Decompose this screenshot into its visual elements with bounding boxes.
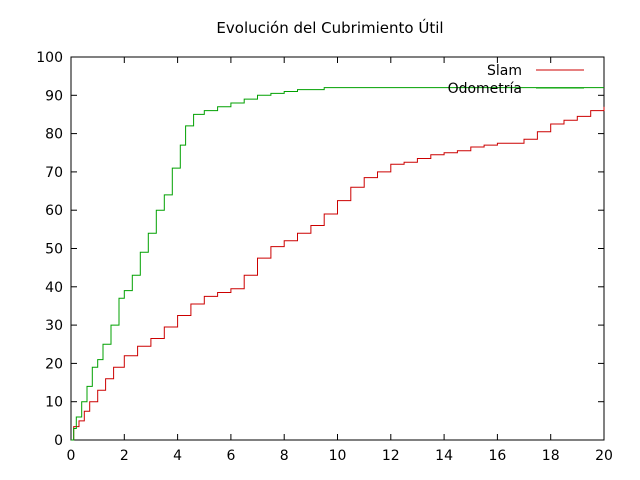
y-tick-label: 20 bbox=[45, 356, 63, 372]
x-tick-label: 2 bbox=[120, 448, 129, 464]
x-tick-label: 18 bbox=[542, 448, 560, 464]
y-tick-label: 60 bbox=[45, 203, 63, 219]
x-tick-label: 10 bbox=[329, 448, 347, 464]
y-tick-label: 0 bbox=[54, 433, 63, 449]
series-line-slam bbox=[71, 106, 605, 441]
x-tick-label: 6 bbox=[226, 448, 235, 464]
x-tick-label: 16 bbox=[488, 448, 506, 464]
x-tick-label: 14 bbox=[435, 448, 453, 464]
series-line-odometria bbox=[71, 87, 604, 441]
legend-label: Odometría bbox=[448, 81, 522, 97]
chart-title: Evolución del Cubrimiento Útil bbox=[216, 18, 443, 37]
y-tick-label: 10 bbox=[45, 395, 63, 411]
x-tick-label: 12 bbox=[382, 448, 400, 464]
y-tick-label: 40 bbox=[45, 280, 63, 296]
x-tick-label: 4 bbox=[173, 448, 182, 464]
y-tick-label: 90 bbox=[45, 88, 63, 104]
x-tick-label: 0 bbox=[67, 448, 76, 464]
legend: Slam Odometría bbox=[448, 63, 584, 97]
legend-label: Slam bbox=[487, 63, 522, 79]
x-tick-label: 8 bbox=[280, 448, 289, 464]
plot-frame bbox=[70, 56, 605, 441]
plot-axes: 0 2 4 6 8 10 12 14 16 18 20 0 10 20 30 40 50 60 70 80 90 100 bbox=[36, 50, 613, 464]
y-tick-label: 100 bbox=[36, 50, 63, 66]
y-tick-label: 50 bbox=[45, 242, 63, 258]
y-tick-label: 80 bbox=[45, 127, 63, 143]
plot-lines bbox=[71, 87, 605, 441]
y-tick-label: 30 bbox=[45, 318, 63, 334]
x-tick-label: 20 bbox=[595, 448, 613, 464]
y-tick-label: 70 bbox=[45, 165, 63, 181]
